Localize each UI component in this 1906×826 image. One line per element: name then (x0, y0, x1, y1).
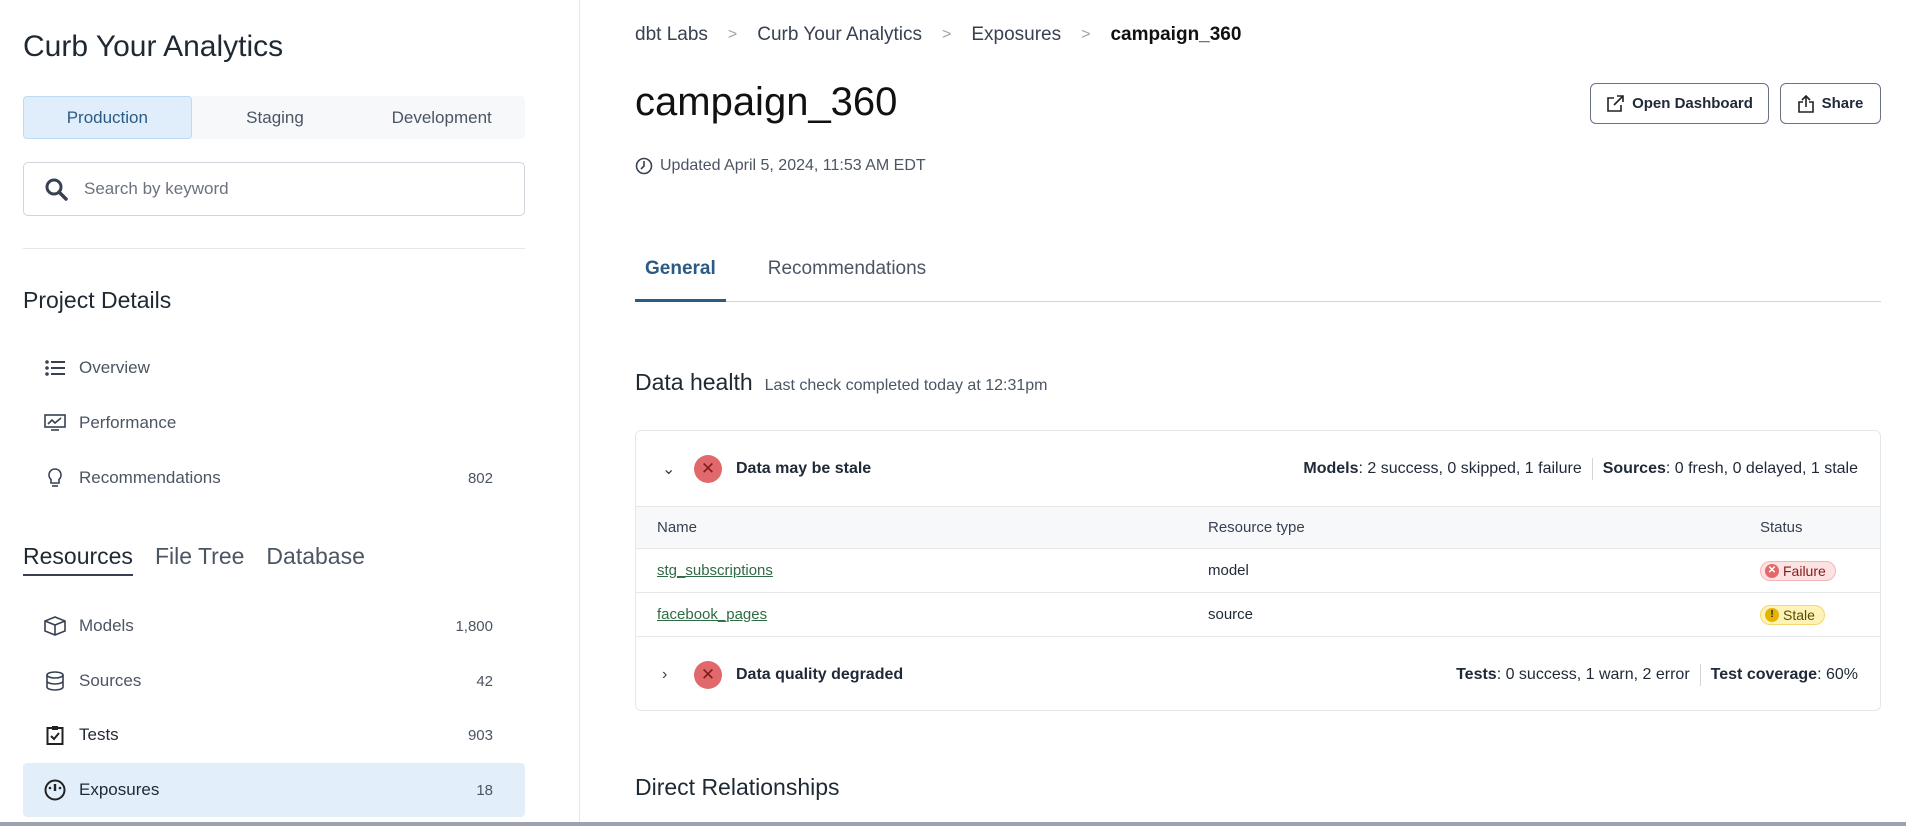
data-health-heading: Data health (635, 369, 753, 395)
error-icon: ✕ (694, 661, 722, 689)
open-dashboard-label: Open Dashboard (1632, 95, 1753, 112)
open-dashboard-button[interactable]: Open Dashboard (1590, 83, 1769, 124)
error-icon: ✕ (694, 454, 722, 483)
sidebar-item-label: Exposures (79, 780, 160, 799)
chevron-right-icon[interactable]: › (662, 666, 668, 683)
sidebar-item-count: 18 (476, 781, 493, 799)
search-icon (45, 178, 68, 201)
gauge-icon (43, 779, 67, 801)
group-stats: Models: 2 success, 0 skipped, 1 failure S… (1303, 457, 1858, 480)
error-icon: ✕ (1765, 563, 1779, 578)
table-row: facebook_pages source ! Stale (636, 593, 1880, 637)
data-health-card: ⌄ ✕ Data may be stale Models: 2 success,… (635, 430, 1881, 711)
chevron-right-icon: > (727, 26, 738, 43)
share-label: Share (1821, 95, 1864, 112)
sidebar-item-sources[interactable]: Sources 42 (23, 656, 525, 706)
tab-general[interactable]: General (635, 258, 726, 302)
sidebar-item-label: Overview (79, 358, 150, 377)
breadcrumb-current: campaign_360 (1110, 24, 1242, 45)
column-header-resource-type: Resource type (1208, 519, 1305, 536)
group-stats: Tests: 0 success, 1 warn, 2 error Test co… (1456, 664, 1858, 686)
health-group-stale[interactable]: ⌄ ✕ Data may be stale Models: 2 success,… (636, 431, 1880, 507)
breadcrumb-item[interactable]: Curb Your Analytics (757, 24, 923, 45)
chevron-right-icon: > (1081, 26, 1091, 43)
share-button[interactable]: Share (1780, 83, 1881, 124)
chevron-right-icon: > (942, 26, 952, 43)
database-icon (43, 671, 67, 691)
env-tab-development[interactable]: Development (391, 107, 492, 127)
page-title: campaign_360 (635, 80, 898, 124)
clock-icon (635, 157, 653, 175)
list-icon (43, 360, 67, 376)
external-link-icon (1607, 94, 1624, 112)
resource-link[interactable]: stg_subscriptions (657, 562, 773, 579)
sidebar-item-overview[interactable]: Overview (23, 343, 525, 393)
chevron-down-icon[interactable]: ⌄ (662, 460, 676, 478)
resource-type: source (1208, 606, 1254, 623)
sidebar-item-tests[interactable]: Tests 903 (23, 710, 525, 760)
sidebar: Curb Your Analytics Production Staging D… (0, 0, 580, 826)
breadcrumb-item[interactable]: Exposures (971, 24, 1062, 45)
updated-timestamp: Updated April 5, 2024, 11:53 AM EDT (635, 157, 926, 175)
tab-resources[interactable]: Resources (23, 543, 133, 576)
sidebar-item-count: 42 (476, 672, 493, 690)
monitor-chart-icon (43, 414, 67, 432)
resource-link[interactable]: facebook_pages (657, 606, 768, 623)
table-row: stg_subscriptions model ✕ Failure (636, 549, 1880, 593)
env-tab-production[interactable]: Production (23, 96, 192, 139)
env-tab-staging[interactable]: Staging (246, 107, 304, 127)
sidebar-item-count: 1,800 (455, 617, 493, 635)
project-title: Curb Your Analytics (23, 30, 284, 63)
resource-type: model (1208, 562, 1249, 579)
tab-recommendations[interactable]: Recommendations (767, 258, 927, 279)
sidebar-item-label: Models (79, 616, 134, 635)
data-health-header: Data health Last check completed today a… (635, 369, 1047, 396)
search-input[interactable]: Search by keyword (23, 162, 525, 216)
environment-tabs: Production Staging Development (23, 96, 525, 139)
sidebar-item-count: 903 (467, 726, 493, 744)
window-edge (0, 822, 1906, 826)
updated-text: Updated April 5, 2024, 11:53 AM EDT (660, 157, 926, 174)
sidebar-item-performance[interactable]: Performance (23, 398, 525, 448)
sidebar-item-label: Performance (79, 413, 177, 432)
direct-relationships-heading: Direct Relationships (635, 774, 840, 800)
sidebar-item-label: Recommendations (79, 468, 221, 487)
sidebar-item-label: Sources (79, 671, 142, 690)
sidebar-item-models[interactable]: Models 1,800 (23, 601, 525, 651)
sidebar-item-count: 802 (467, 469, 493, 487)
cube-icon (43, 616, 67, 636)
search-placeholder: Search by keyword (84, 179, 229, 198)
status-badge: ✕ Failure (1760, 560, 1836, 581)
tab-file-tree[interactable]: File Tree (154, 543, 245, 569)
project-details-heading: Project Details (23, 287, 172, 313)
group-name: Data quality degraded (736, 666, 904, 683)
breadcrumb-item[interactable]: dbt Labs (635, 24, 708, 45)
table-header: Name Resource type Status (636, 507, 1880, 549)
sidebar-item-exposures[interactable]: Exposures 18 (23, 763, 525, 817)
lightbulb-icon (43, 468, 67, 488)
status-badge: ! Stale (1760, 604, 1825, 625)
data-health-subtitle: Last check completed today at 12:31pm (764, 377, 1048, 394)
warning-icon: ! (1765, 607, 1779, 622)
divider (23, 248, 525, 249)
column-header-status: Status (1760, 519, 1803, 536)
health-group-quality[interactable]: › ✕ Data quality degraded Tests: 0 succe… (636, 637, 1880, 710)
column-header-name: Name (657, 519, 698, 536)
share-icon (1797, 94, 1814, 113)
clipboard-check-icon (43, 725, 67, 745)
breadcrumb: dbt Labs > Curb Your Analytics > Exposures… (635, 24, 1241, 46)
tab-database[interactable]: Database (266, 543, 365, 569)
group-name: Data may be stale (736, 459, 872, 477)
sidebar-item-recommendations[interactable]: Recommendations 802 (23, 453, 525, 503)
resource-tabs: Resources File Tree Database (23, 543, 365, 576)
sidebar-item-label: Tests (79, 725, 119, 744)
page-tabs: General Recommendations (635, 258, 1881, 302)
